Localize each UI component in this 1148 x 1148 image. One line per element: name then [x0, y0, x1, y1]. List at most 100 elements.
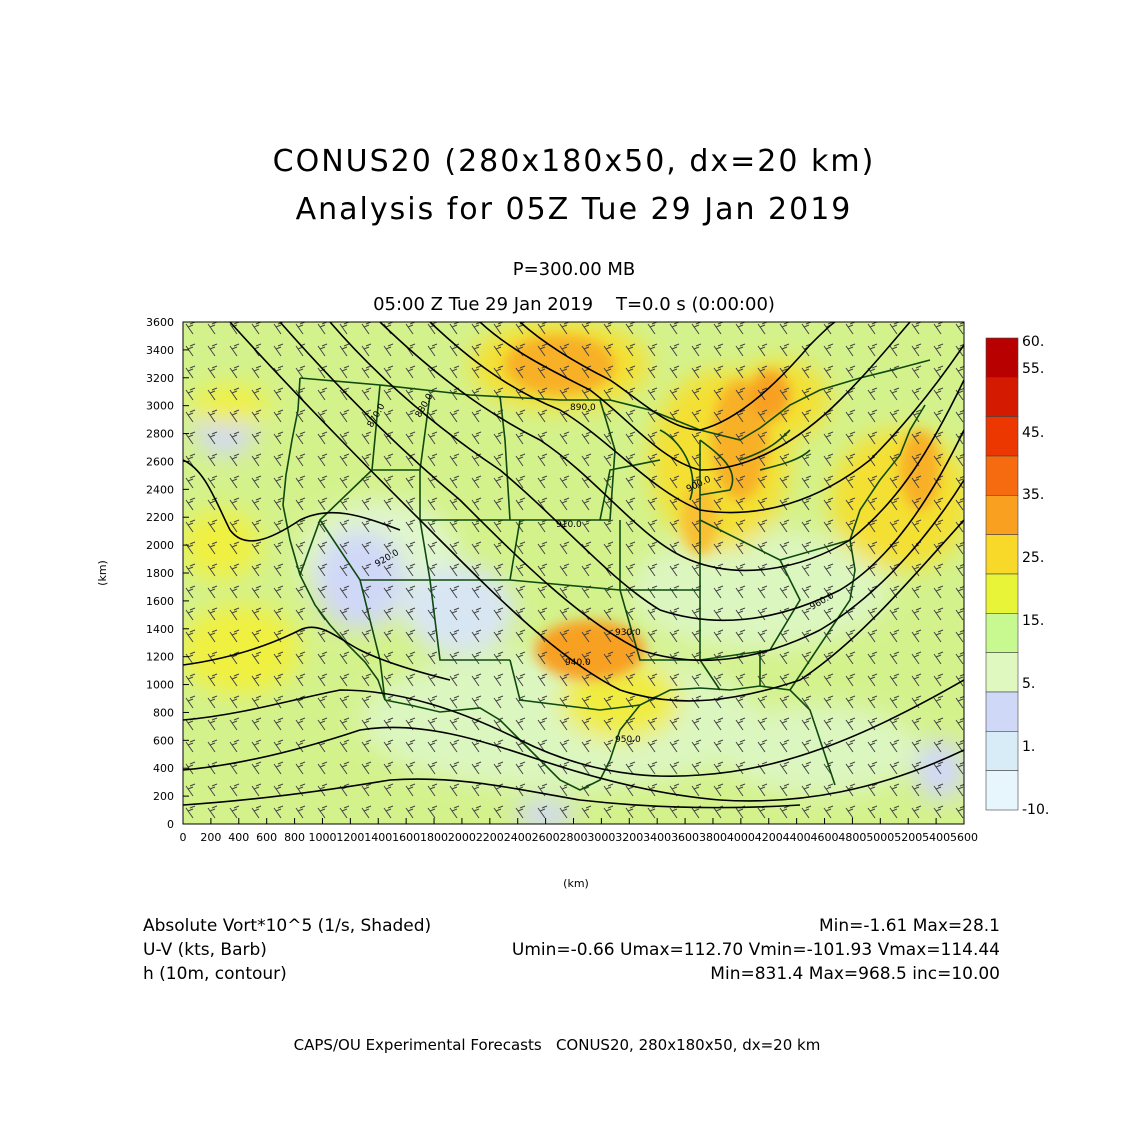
wind-barb — [911, 519, 922, 533]
contour-line — [229, 322, 964, 702]
wind-barb — [471, 761, 482, 775]
wind-barb — [955, 805, 964, 819]
wind-barb — [845, 761, 856, 775]
wind-barb — [449, 453, 460, 467]
wind-barb — [823, 695, 834, 709]
wind-barb — [471, 673, 482, 687]
wind-barb — [801, 761, 812, 775]
colorbar-swatch — [985, 416, 1019, 457]
wind-barb — [889, 453, 900, 467]
wind-barb — [229, 673, 240, 687]
wind-barb — [383, 739, 394, 753]
wind-barb — [251, 563, 262, 577]
wind-barb — [691, 673, 702, 687]
wind-barb — [647, 629, 658, 643]
wind-barb — [801, 453, 812, 467]
colorbar-swatch — [985, 337, 1019, 378]
x-tick-label: 4200 — [755, 831, 783, 844]
wind-barb — [779, 387, 790, 401]
wind-barb — [449, 761, 460, 775]
wind-barb — [581, 409, 592, 423]
wind-barb — [823, 497, 834, 511]
wind-barb — [537, 717, 548, 731]
wind-barb — [581, 453, 592, 467]
wind-barb — [185, 805, 196, 819]
wind-barb — [207, 475, 218, 489]
wind-barb — [405, 761, 416, 775]
wind-barb — [251, 761, 262, 775]
wind-barb — [361, 695, 372, 709]
y-tick-label: 1800 — [146, 567, 174, 580]
wind-barb — [207, 365, 218, 379]
colorbar-swatch — [985, 770, 1019, 811]
wind-barb — [185, 497, 196, 511]
wind-barb — [889, 519, 900, 533]
wind-barb — [185, 739, 196, 753]
wind-barb — [911, 475, 922, 489]
wind-barb — [625, 497, 636, 511]
wind-barb — [779, 519, 790, 533]
wind-barb — [713, 761, 724, 775]
wind-barb — [933, 761, 944, 775]
wind-barb — [449, 475, 460, 489]
wind-barb — [493, 629, 504, 643]
wind-barb — [471, 783, 482, 797]
wind-barb — [625, 475, 636, 489]
wind-barb — [801, 695, 812, 709]
x-tick-label: 3000 — [587, 831, 615, 844]
wind-barb — [713, 541, 724, 555]
wind-barb — [801, 607, 812, 621]
pressure-level: P=300.00 MB — [512, 259, 636, 280]
wind-barb — [955, 409, 964, 423]
wind-barb — [339, 761, 350, 775]
wind-barb — [207, 783, 218, 797]
wind-barb — [647, 739, 658, 753]
wind-barb — [625, 739, 636, 753]
wind-barb — [295, 783, 306, 797]
wind-barb — [801, 475, 812, 489]
wind-barb — [339, 519, 350, 533]
wind-barb — [383, 673, 394, 687]
wind-barb — [779, 695, 790, 709]
wind-barb — [339, 805, 350, 819]
wind-barb — [713, 365, 724, 379]
wind-barb — [735, 365, 746, 379]
wind-barb — [867, 673, 878, 687]
x-tick-label: 5600 — [950, 831, 978, 844]
wind-barb — [185, 783, 196, 797]
wind-barb — [251, 805, 262, 819]
wind-barb — [713, 629, 724, 643]
wind-barb — [801, 387, 812, 401]
wind-barb — [229, 475, 240, 489]
colorbar-swatch — [985, 731, 1019, 771]
wind-barb — [339, 563, 350, 577]
wind-barb — [801, 805, 812, 819]
wind-barb — [229, 739, 240, 753]
wind-barb — [867, 629, 878, 643]
contour-line — [183, 778, 801, 809]
wind-barb — [845, 651, 856, 665]
wind-barb — [933, 497, 944, 511]
x-tick-label: 600 — [256, 831, 277, 844]
wind-barb — [339, 409, 350, 423]
wind-barb — [405, 739, 416, 753]
wind-barb — [603, 387, 614, 401]
wind-barb — [581, 739, 592, 753]
contour-line — [183, 726, 964, 802]
wind-barb — [647, 673, 658, 687]
wind-barb — [581, 673, 592, 687]
wind-barb — [735, 739, 746, 753]
wind-barb — [251, 541, 262, 555]
wind-barb — [889, 475, 900, 489]
x-tick-label: 1200 — [336, 831, 364, 844]
wind-barb — [229, 497, 240, 511]
wind-barb — [933, 805, 944, 819]
legend-wind-range: Umin=-0.66 Umax=112.70 Vmin=-101.93 Vmax… — [511, 940, 1000, 960]
x-tick-label: 5200 — [894, 831, 922, 844]
wind-barb — [515, 541, 526, 555]
wind-barb — [845, 673, 856, 687]
x-tick-label: 4400 — [783, 831, 811, 844]
wind-barb — [867, 387, 878, 401]
wind-barb — [779, 453, 790, 467]
wind-barb — [823, 607, 834, 621]
